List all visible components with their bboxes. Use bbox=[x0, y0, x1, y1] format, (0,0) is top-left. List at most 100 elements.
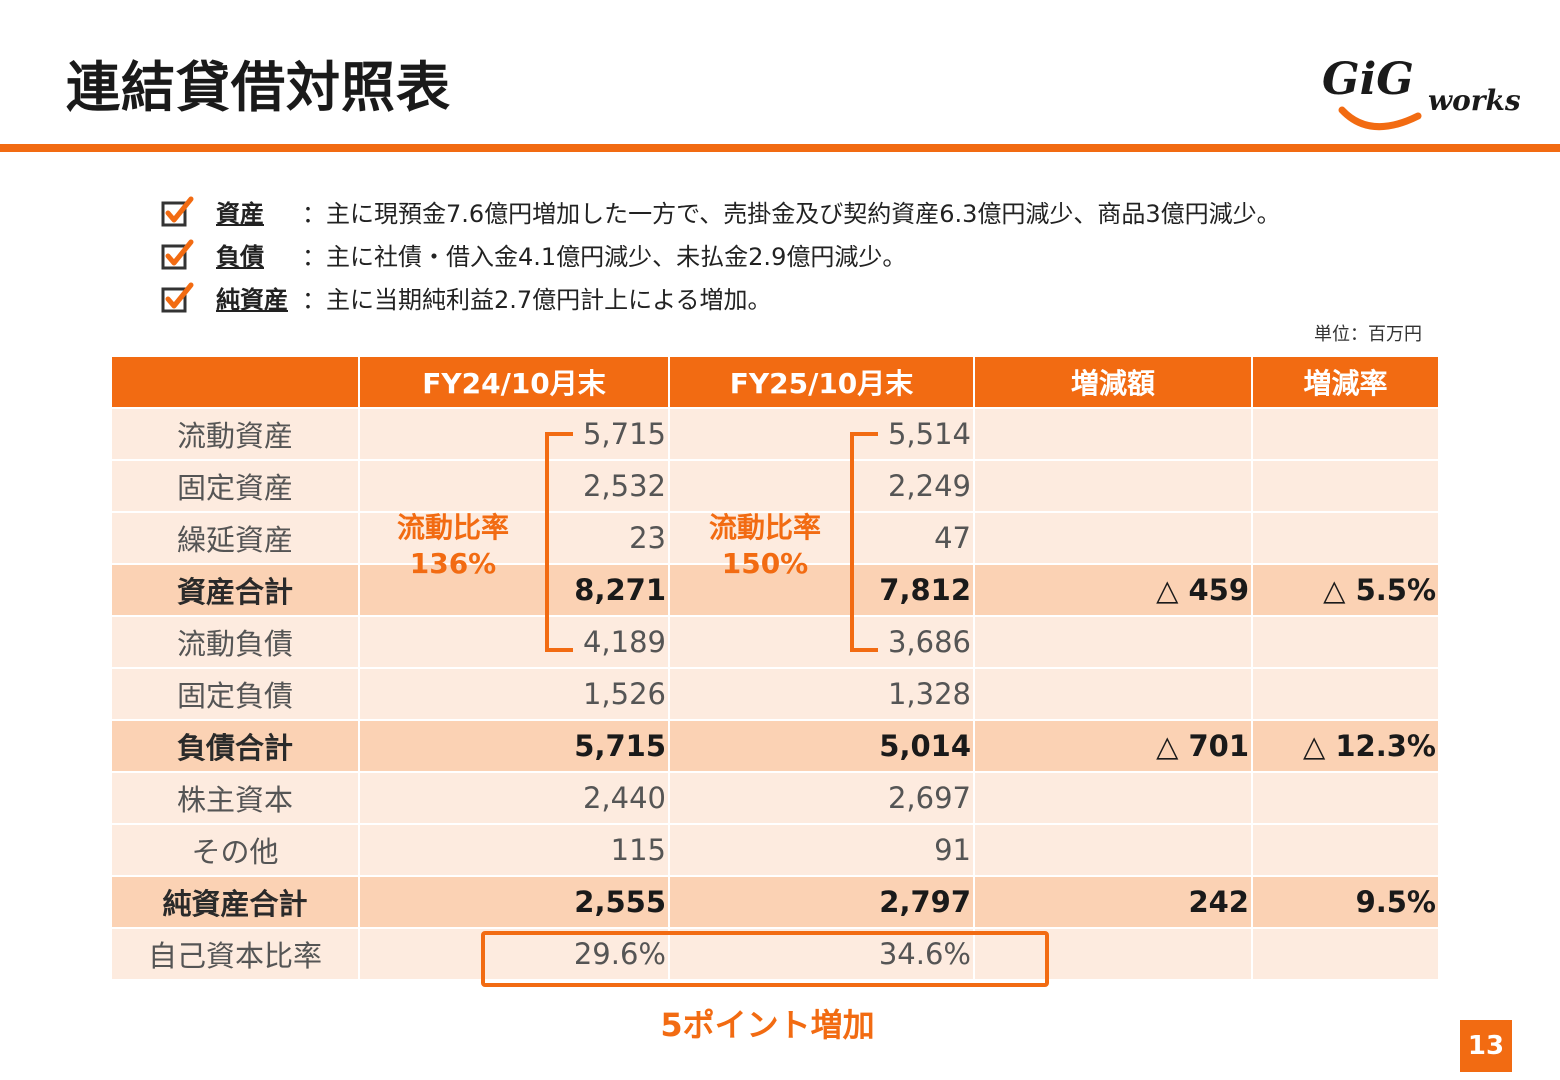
cell-rate bbox=[1251, 667, 1440, 721]
bullet-assets: 資産 ：主に現預金7.6億円増加した一方で、売掛金及び契約資産6.3億円減少、商… bbox=[160, 190, 1281, 233]
header-fy25: FY25/10月末 bbox=[668, 355, 975, 409]
row-label: 純資産合計 bbox=[110, 875, 360, 929]
row-label: 繰延資産 bbox=[110, 511, 360, 565]
row-label: 負債合計 bbox=[110, 719, 360, 773]
cell-diff bbox=[973, 771, 1253, 825]
row-label: 株主資本 bbox=[110, 771, 360, 825]
cell-fy25: 1,328 bbox=[668, 667, 975, 721]
cell-rate: △ 5.5% bbox=[1251, 563, 1440, 617]
summary-bullets: 資産 ：主に現預金7.6億円増加した一方で、売掛金及び契約資産6.3億円減少、商… bbox=[160, 190, 1281, 319]
bullet-desc: ：主に社債・借入金4.1億円減少、未払金2.9億円減少。 bbox=[302, 243, 907, 271]
cell-fy25: 7,812 bbox=[668, 563, 975, 617]
table-row: 負債合計 5,715 5,014 △ 701 △ 12.3% bbox=[110, 719, 1440, 773]
cell-fy24: 115 bbox=[358, 823, 670, 877]
cell-rate bbox=[1251, 823, 1440, 877]
bullet-label: 資産 bbox=[216, 200, 264, 228]
cell-rate: △ 12.3% bbox=[1251, 719, 1440, 773]
current-ratio-label: 流動比率 bbox=[396, 511, 509, 544]
page-title: 連結貸借対照表 bbox=[66, 56, 451, 119]
cell-fy25: 3,686 bbox=[668, 615, 975, 669]
bullet-label: 負債 bbox=[216, 243, 264, 271]
current-ratio-fy25: 流動比率 150% bbox=[700, 510, 830, 582]
balance-sheet-table: FY24/10月末 FY25/10月末 増減額 増減率 流動資産 5,715 5,5… bbox=[110, 355, 1440, 981]
equity-ratio-highlight bbox=[481, 931, 1049, 987]
row-label: 固定資産 bbox=[110, 459, 360, 513]
bullet-desc: ：主に現預金7.6億円増加した一方で、売掛金及び契約資産6.3億円減少、商品3億… bbox=[302, 200, 1281, 228]
cell-fy25: 5,014 bbox=[668, 719, 975, 773]
cell-rate bbox=[1251, 927, 1440, 981]
cell-diff bbox=[973, 511, 1253, 565]
table-body: 流動資産 5,715 5,514 固定資産 2,532 2,249 繰延資産 23 47 資産合計… bbox=[110, 407, 1440, 981]
cell-diff bbox=[973, 823, 1253, 877]
cell-fy24: 8,271 bbox=[358, 563, 670, 617]
cell-diff bbox=[973, 459, 1253, 513]
table-row: 繰延資産 23 47 bbox=[110, 511, 1440, 565]
table-row: 流動負債 4,189 3,686 bbox=[110, 615, 1440, 669]
cell-rate bbox=[1251, 511, 1440, 565]
header-rate: 増減率 bbox=[1251, 355, 1440, 409]
unit-label: 単位：百万円 bbox=[1314, 324, 1422, 345]
cell-fy24: 29.6% bbox=[358, 927, 670, 981]
table-row: 純資産合計 2,555 2,797 242 9.5% bbox=[110, 875, 1440, 929]
cell-diff bbox=[973, 927, 1253, 981]
checkbox-checked-icon bbox=[161, 239, 194, 269]
cell-rate: 9.5% bbox=[1251, 875, 1440, 929]
cell-fy25: 91 bbox=[668, 823, 975, 877]
cell-fy25: 34.6% bbox=[668, 927, 975, 981]
cell-fy24: 5,715 bbox=[358, 407, 670, 461]
row-label: 流動負債 bbox=[110, 615, 360, 669]
checkbox-checked-icon bbox=[161, 196, 194, 226]
table-row: 株主資本 2,440 2,697 bbox=[110, 771, 1440, 825]
bullet-desc: ：主に当期純利益2.7億円計上による増加。 bbox=[302, 286, 772, 314]
cell-diff: △ 459 bbox=[973, 563, 1253, 617]
cell-diff bbox=[973, 667, 1253, 721]
cell-fy24: 2,440 bbox=[358, 771, 670, 825]
svg-text:GiG: GiG bbox=[1322, 54, 1414, 105]
current-ratio-value: 150% bbox=[721, 547, 809, 580]
bullet-net-assets: 純資産 ：主に当期純利益2.7億円計上による増加。 bbox=[160, 276, 1281, 319]
cell-fy25: 5,514 bbox=[668, 407, 975, 461]
gigworks-logo: GiG works bbox=[1322, 54, 1520, 131]
header-diff: 増減額 bbox=[973, 355, 1253, 409]
cell-fy24: 4,189 bbox=[358, 615, 670, 669]
cell-rate bbox=[1251, 771, 1440, 825]
table-row: 流動資産 5,715 5,514 bbox=[110, 407, 1440, 461]
row-label: 流動資産 bbox=[110, 407, 360, 461]
current-ratio-label: 流動比率 bbox=[708, 511, 821, 544]
cell-diff bbox=[973, 615, 1253, 669]
row-label: 固定負債 bbox=[110, 667, 360, 721]
current-ratio-bracket-fy24 bbox=[545, 432, 573, 652]
header-item bbox=[110, 355, 360, 409]
cell-fy24: 2,555 bbox=[358, 875, 670, 929]
row-label: 自己資本比率 bbox=[110, 927, 360, 981]
cell-diff: △ 701 bbox=[973, 719, 1253, 773]
current-ratio-value: 136% bbox=[409, 547, 497, 580]
cell-fy24: 1,526 bbox=[358, 667, 670, 721]
checkbox-checked-icon bbox=[161, 282, 194, 312]
bullet-label: 純資産 bbox=[216, 286, 288, 314]
cell-fy25: 47 bbox=[668, 511, 975, 565]
svg-text:works: works bbox=[1428, 84, 1520, 117]
table-row: 固定負債 1,526 1,328 bbox=[110, 667, 1440, 721]
cell-diff bbox=[973, 407, 1253, 461]
row-label: その他 bbox=[110, 823, 360, 877]
table-row: 資産合計 8,271 7,812 △ 459 △ 5.5% bbox=[110, 563, 1440, 617]
cell-fy25: 2,697 bbox=[668, 771, 975, 825]
cell-diff: 242 bbox=[973, 875, 1253, 929]
bullet-liabilities: 負債 ：主に社債・借入金4.1億円減少、未払金2.9億円減少。 bbox=[160, 233, 1281, 276]
cell-fy24: 5,715 bbox=[358, 719, 670, 773]
table-row: 固定資産 2,532 2,249 bbox=[110, 459, 1440, 513]
current-ratio-fy24: 流動比率 136% bbox=[388, 510, 518, 582]
page-number: 13 bbox=[1460, 1020, 1512, 1072]
header-rule bbox=[0, 144, 1560, 152]
cell-rate bbox=[1251, 459, 1440, 513]
cell-fy25: 2,249 bbox=[668, 459, 975, 513]
cell-fy24: 2,532 bbox=[358, 459, 670, 513]
cell-rate bbox=[1251, 407, 1440, 461]
cell-fy25: 2,797 bbox=[668, 875, 975, 929]
equity-ratio-increase-note: 5ポイント増加 bbox=[660, 1006, 875, 1044]
table-header-row: FY24/10月末 FY25/10月末 増減額 増減率 bbox=[110, 355, 1440, 409]
table-row: その他 115 91 bbox=[110, 823, 1440, 877]
row-label: 資産合計 bbox=[110, 563, 360, 617]
current-ratio-bracket-fy25 bbox=[850, 432, 878, 652]
